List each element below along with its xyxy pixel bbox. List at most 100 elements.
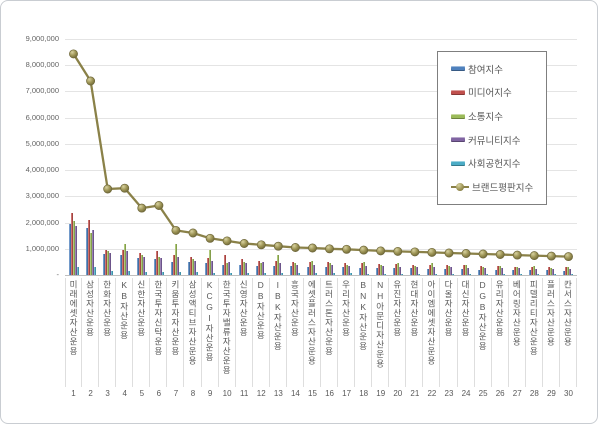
x-axis-rank-label: 18: [359, 389, 369, 398]
bar-커뮤니티지수-rank11: [245, 263, 248, 275]
x-axis-category-label: 흥국자산운용: [289, 280, 300, 337]
x-axis-category-label: 에셋플러스자산운용: [306, 280, 317, 366]
x-axis-rank-label: 24: [461, 389, 471, 398]
x-axis-category-label: 미래에셋자산운용: [68, 280, 79, 356]
bar-커뮤니티지수-rank23: [450, 267, 452, 275]
bar-참여지수-rank18: [358, 267, 361, 275]
bar-커뮤니티지수-rank15: [313, 264, 316, 275]
x-axis-category-cell: 현대자산운용: [406, 278, 424, 387]
bar-소통지수-rank9: [209, 250, 212, 275]
bar-사회공헌지수-rank29: [554, 274, 557, 275]
x-axis-category-label: DGB자산운용: [477, 280, 488, 351]
bar-커뮤니티지수-rank24: [467, 267, 470, 275]
bar-소통지수-rank25: [482, 267, 485, 275]
x-axis-category-cell: KB자산운용: [116, 278, 134, 387]
bar-커뮤니티지수-rank3: [108, 252, 111, 275]
bar-사회공헌지수-rank3: [110, 271, 113, 275]
bar-소통지수-rank14: [294, 263, 297, 275]
x-axis-category-cell: 미래에셋자산운용: [65, 278, 83, 387]
bar-미디어지수-rank6: [155, 251, 158, 275]
x-axis-rank-label: 15: [308, 389, 317, 398]
x-axis-rank-label: 12: [256, 389, 266, 398]
bar-커뮤니티지수-rank17: [347, 265, 350, 275]
x-axis-category-label: DB자산운용: [255, 280, 266, 340]
x-axis-category-cell: 흥국자산운용: [287, 278, 304, 387]
bar-참여지수-rank14: [290, 266, 293, 275]
bar-소통지수-rank17: [345, 264, 348, 275]
x-axis-rank-label: 6: [156, 389, 162, 398]
x-axis-category-cell: 한화자산운용: [99, 278, 117, 387]
bar-미디어지수-rank1: [70, 213, 73, 275]
x-axis-rank-label: 1: [71, 389, 76, 398]
x-axis-category-label: KB자산운용: [119, 280, 130, 340]
bar-사회공헌지수-rank14: [298, 273, 301, 275]
bar-소통지수-rank8: [192, 259, 194, 275]
bar-사회공헌지수-rank26: [503, 273, 506, 275]
bar-미디어지수-rank15: [309, 261, 312, 275]
bar-사회공헌지수-rank8: [196, 272, 198, 275]
bar-미디어지수-rank18: [360, 263, 363, 275]
bar-소통지수-rank28: [533, 265, 536, 275]
bar-참여지수-rank8: [188, 262, 190, 275]
x-axis-category-label: 한화자산운용: [102, 280, 113, 337]
x-axis-category-cell: 에셋플러스자산운용: [304, 278, 321, 387]
x-axis-category-label: 유리자산운용: [494, 280, 505, 337]
x-axis-category-label: 플러스자산운용: [545, 280, 556, 347]
bar-참여지수-rank10: [222, 264, 225, 275]
bar-미디어지수-rank24: [463, 265, 466, 275]
x-axis-category-cell: 신한자산운용: [133, 278, 151, 387]
x-axis-rank-label: 17: [342, 389, 352, 398]
marker-브랜드평판지수-rank29: [546, 251, 556, 261]
bar-사회공헌지수-rank15: [315, 273, 318, 275]
bar-소통지수-rank24: [465, 264, 468, 275]
x-axis-category-cell: IBK자산운용: [270, 278, 287, 387]
bar-커뮤니티지수-rank8: [194, 260, 196, 275]
marker-브랜드평판지수-rank9: [205, 233, 215, 243]
x-axis-rank-label: 3: [105, 389, 110, 398]
bar-커뮤니티지수-rank22: [432, 267, 435, 275]
marker-브랜드평판지수-rank7: [171, 225, 181, 235]
bar-소통지수-rank13: [277, 255, 280, 275]
x-axis-category-cell: 삼성액티브자산운용: [184, 278, 202, 387]
bar-사회공헌지수-rank5: [144, 271, 147, 275]
x-axis-category-cell: 한국투자밸류자산운용: [219, 278, 236, 387]
legend-item-참여지수: 참여지수: [451, 62, 544, 76]
marker-브랜드평판지수-rank6: [154, 201, 164, 210]
marker-브랜드평판지수-rank1: [69, 49, 78, 59]
x-axis-category-cell: 플러스자산운용: [543, 278, 560, 387]
bar-미디어지수-rank19: [377, 263, 380, 275]
bar-참여지수-rank16: [324, 267, 327, 275]
x-axis-category-label: 키움투자자산운용: [170, 280, 181, 356]
bar-사회공헌지수-rank28: [537, 274, 540, 275]
bar-소통지수-rank6: [157, 256, 160, 275]
bar-미디어지수-rank12: [258, 260, 261, 275]
bar-사회공헌지수-rank24: [469, 273, 472, 275]
x-axis-rank-label: 10: [222, 389, 232, 398]
bar-사회공헌지수-rank12: [264, 273, 267, 275]
bar-미디어지수-rank16: [326, 262, 329, 275]
bar-참여지수-rank6: [153, 259, 156, 275]
marker-브랜드평판지수-rank18: [359, 245, 369, 255]
legend-color-swatch-icon: [451, 66, 465, 72]
bar-사회공헌지수-rank1: [76, 266, 79, 275]
bar-미디어지수-rank22: [428, 264, 431, 275]
bar-커뮤니티지수-rank12: [262, 261, 265, 275]
x-axis-rank-label: 22: [427, 389, 437, 398]
marker-브랜드평판지수-rank14: [290, 243, 300, 252]
bar-소통지수-rank19: [379, 264, 382, 275]
y-axis-zero-label: -: [56, 270, 60, 279]
x-axis-rank-label: 14: [290, 389, 300, 398]
bar-참여지수-rank22: [426, 268, 429, 275]
bar-미디어지수-rank20: [394, 264, 397, 275]
x-axis-category-cell: KCGI자산운용: [202, 278, 219, 387]
bar-커뮤니티지수-rank20: [398, 266, 401, 275]
gridline: [65, 222, 577, 224]
bar-사회공헌지수-rank9: [213, 272, 216, 275]
y-axis-tick-label: 1,000,000: [25, 243, 59, 253]
legend-label: 참여지수: [468, 64, 503, 76]
x-axis-rank-label: 23: [444, 389, 454, 398]
x-axis-category-label: 대신자산운용: [460, 280, 471, 337]
x-axis-rank-label: 13: [273, 389, 283, 398]
x-axis-rank-label: 16: [325, 389, 334, 398]
